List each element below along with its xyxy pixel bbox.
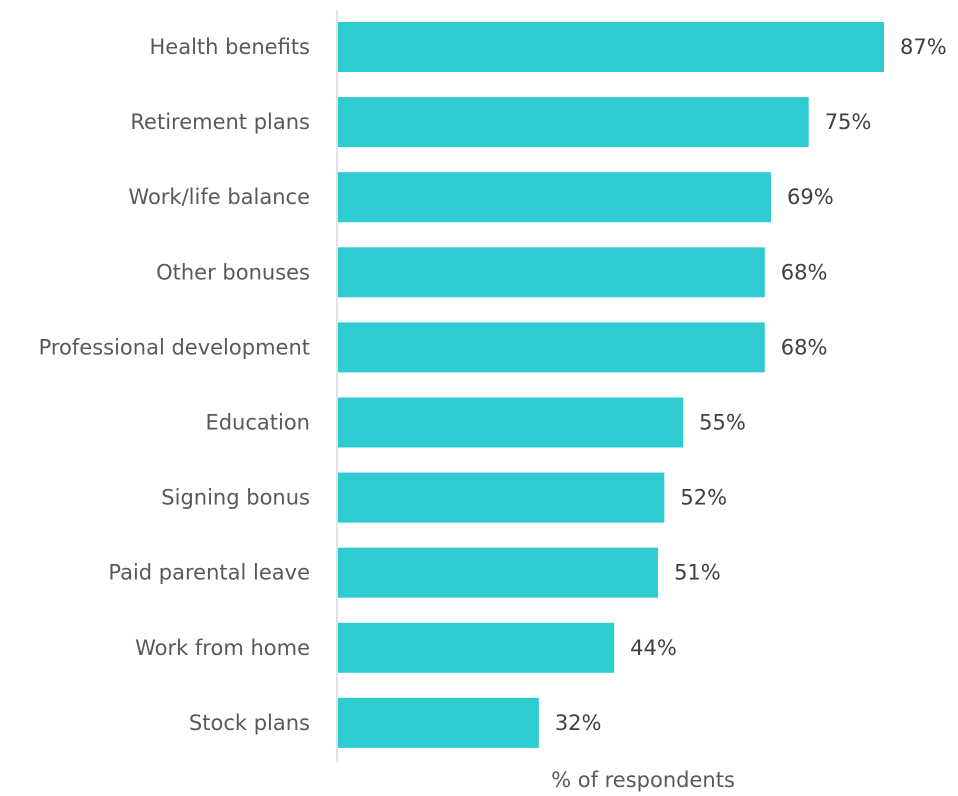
value-label: 75% (825, 110, 872, 134)
category-labels-group: Health benefits Retirement plans Work/life… (39, 35, 310, 735)
category-label: Other bonuses (156, 260, 310, 284)
category-label: Paid parental leave (108, 561, 310, 585)
category-label: Work from home (135, 636, 310, 660)
category-label: Stock plans (189, 711, 310, 735)
value-label: 44% (630, 636, 677, 660)
bars-group (338, 22, 884, 748)
value-label: 52% (680, 486, 727, 510)
bar-7 (338, 547, 659, 598)
value-label: 55% (699, 411, 746, 435)
category-label: Professional development (39, 335, 310, 359)
value-label: 68% (781, 260, 828, 284)
bar-6 (338, 472, 665, 523)
value-label: 51% (674, 561, 721, 585)
value-label: 68% (781, 335, 828, 359)
bar-1 (338, 97, 809, 148)
bar-8 (338, 622, 615, 673)
category-label: Retirement plans (130, 110, 310, 134)
bar-4 (338, 322, 765, 373)
bar-2 (338, 172, 772, 223)
bar-5 (338, 397, 684, 448)
category-label: Health benefits (149, 35, 310, 59)
x-axis-title: % of respondents (551, 768, 735, 792)
bar-0 (338, 22, 884, 72)
category-label: Work/life balance (128, 185, 310, 209)
category-label: Education (205, 411, 310, 435)
value-labels-group: 87% 75% 69% 68% 68% 55% 52% 51% 44% 32% (555, 35, 947, 735)
category-label: Signing bonus (161, 486, 310, 510)
bar-3 (338, 247, 765, 298)
value-label: 87% (900, 35, 947, 59)
value-label: 32% (555, 711, 602, 735)
value-label: 69% (787, 185, 834, 209)
bar-9 (338, 697, 539, 748)
